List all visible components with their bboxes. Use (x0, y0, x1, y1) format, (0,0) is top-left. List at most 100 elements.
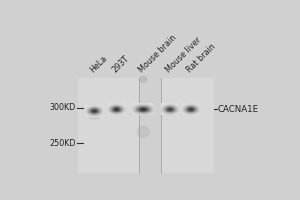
Bar (133, 103, 134, 104)
Bar (145, 103, 146, 104)
Bar (142, 106, 143, 107)
Bar (149, 112, 150, 113)
Bar (137, 107, 138, 108)
Bar (135, 113, 136, 114)
Bar (134, 112, 135, 113)
Bar (132, 111, 133, 112)
Bar (141, 114, 142, 115)
Bar (151, 105, 152, 106)
Bar (133, 108, 134, 109)
Bar (148, 110, 149, 111)
Bar (145, 108, 146, 109)
Bar (144, 110, 145, 111)
Bar (150, 114, 151, 115)
Bar (136, 103, 137, 104)
Bar (161, 78, 214, 173)
Bar (136, 104, 137, 105)
Bar (142, 109, 143, 110)
Bar (144, 112, 145, 113)
Bar (143, 104, 144, 105)
Bar (153, 107, 154, 108)
Bar (144, 111, 145, 112)
Bar (139, 111, 140, 112)
Bar (143, 114, 144, 115)
Bar (141, 107, 142, 108)
Bar (150, 109, 151, 110)
Bar (150, 110, 151, 111)
Bar (132, 103, 133, 104)
Text: Rat brain: Rat brain (184, 42, 217, 75)
Ellipse shape (139, 76, 148, 83)
Bar (152, 114, 153, 115)
Bar (136, 110, 137, 111)
Bar (132, 110, 133, 111)
Bar (145, 106, 146, 107)
Bar (140, 103, 141, 104)
Bar (153, 103, 154, 104)
Bar (137, 114, 138, 115)
Bar (149, 105, 150, 106)
Bar (135, 106, 136, 107)
Ellipse shape (89, 116, 100, 120)
Bar (132, 105, 133, 106)
Text: 293T: 293T (110, 54, 131, 75)
Bar (138, 107, 139, 108)
Bar (151, 109, 152, 110)
Bar (134, 106, 135, 107)
Bar (139, 107, 140, 108)
Bar (149, 107, 150, 108)
Bar (138, 103, 139, 104)
Bar (145, 110, 146, 111)
Bar (144, 105, 145, 106)
Bar (132, 114, 133, 115)
Ellipse shape (136, 126, 150, 138)
Bar (144, 113, 145, 114)
Bar (136, 108, 137, 109)
Bar (146, 108, 147, 109)
Bar (139, 110, 140, 111)
Bar (141, 111, 142, 112)
Bar (152, 110, 153, 111)
Bar (141, 109, 142, 110)
Bar (153, 106, 154, 107)
Bar (134, 105, 135, 106)
Bar (143, 111, 144, 112)
Bar (142, 107, 143, 108)
Bar (154, 107, 155, 108)
Bar (134, 108, 135, 109)
Bar (134, 109, 135, 110)
Bar (141, 112, 142, 113)
Bar (140, 110, 141, 111)
Bar (136, 105, 137, 106)
Bar (135, 111, 136, 112)
Bar (132, 113, 133, 114)
Bar (137, 111, 138, 112)
Bar (143, 106, 144, 107)
Bar (143, 109, 144, 110)
Bar (136, 107, 137, 108)
Bar (145, 107, 146, 108)
Bar (135, 112, 136, 113)
Bar (150, 108, 151, 109)
Bar (133, 107, 134, 108)
Bar (136, 114, 137, 115)
Bar (138, 108, 139, 109)
Bar (153, 109, 154, 110)
Text: HeLa: HeLa (88, 54, 109, 75)
Bar (137, 105, 138, 106)
Bar (153, 108, 154, 109)
Bar (138, 110, 139, 111)
Bar (133, 106, 134, 107)
Bar (139, 78, 161, 173)
Bar (152, 105, 153, 106)
Bar (136, 108, 137, 109)
Bar (148, 103, 149, 104)
Bar (134, 114, 135, 115)
Bar (135, 103, 136, 104)
Bar (148, 108, 149, 109)
Bar (148, 105, 149, 106)
Bar (138, 109, 139, 110)
Bar (136, 112, 137, 113)
Bar (142, 114, 143, 115)
Bar (141, 110, 142, 111)
